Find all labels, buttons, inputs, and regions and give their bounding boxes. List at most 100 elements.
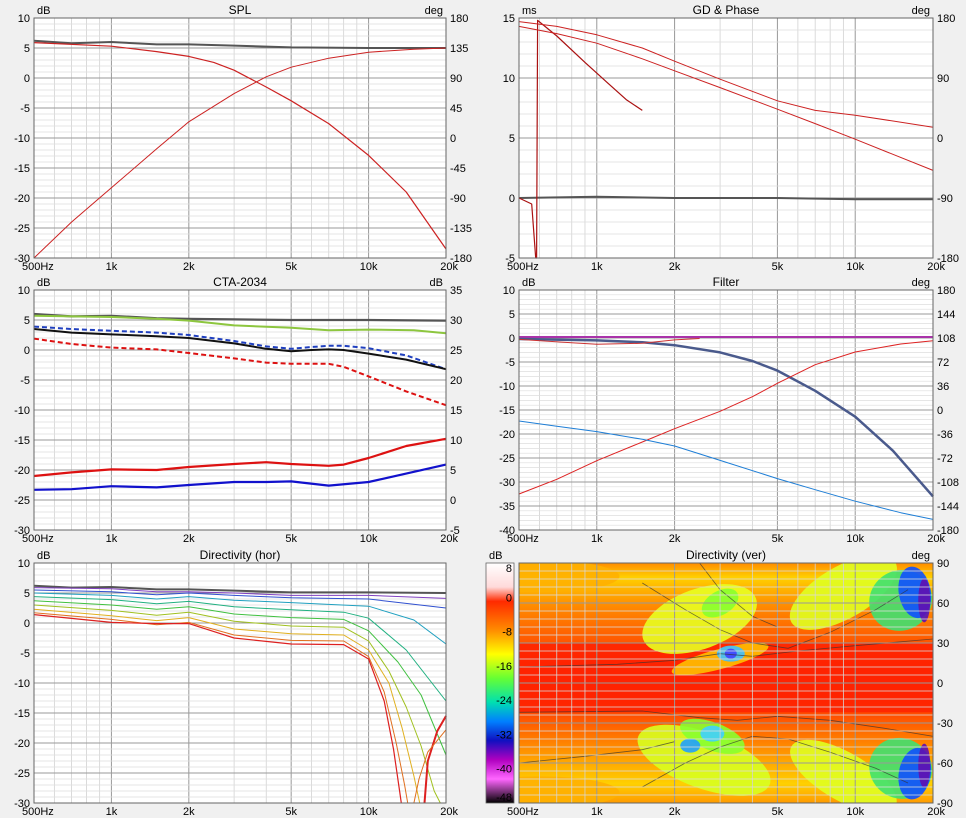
colorbar-tick-label: -16 — [496, 661, 512, 673]
heat-contour — [519, 638, 933, 668]
y2-tick-label: -36 — [937, 429, 953, 441]
x-tick-label: 500Hz — [22, 806, 54, 818]
y2-tick-label: -45 — [450, 163, 466, 175]
y-tick-label: 10 — [503, 73, 515, 85]
y2-tick-label: 30 — [937, 638, 949, 650]
y2-tick-label: 0 — [937, 133, 943, 145]
y-tick-label: -30 — [14, 253, 30, 265]
y-tick-label: -5 — [20, 103, 30, 115]
x-tick-label: 5k — [772, 533, 784, 545]
y2-tick-label: 90 — [450, 73, 462, 85]
y2-tick-label: 10 — [450, 435, 462, 447]
y2-tick-label: 0 — [937, 405, 943, 417]
y2-tick-label: -60 — [937, 758, 953, 770]
y-tick-label: -30 — [499, 477, 515, 489]
series-line-1 — [518, 337, 934, 498]
y-tick-label: 0 — [509, 333, 515, 345]
x-tick-label: 1k — [591, 533, 603, 545]
y2-tick-label: -180 — [937, 253, 959, 265]
y-tick-label: -40 — [499, 525, 515, 537]
y2-tick-label: 35 — [450, 285, 462, 297]
series-line-4 — [33, 337, 447, 407]
y2-tick-label: 5 — [450, 465, 456, 477]
x-tick-label: 20k — [927, 806, 945, 818]
y-tick-label: 0 — [24, 345, 30, 357]
y-tick-label: -20 — [14, 193, 30, 205]
y-tick-label: -25 — [14, 768, 30, 780]
left-unit-label: ms — [522, 5, 537, 17]
colorbar-tick-label: -48 — [496, 792, 512, 804]
x-tick-label: 20k — [440, 533, 458, 545]
y-tick-label: -20 — [14, 738, 30, 750]
series-line-3 — [518, 25, 934, 171]
grid — [518, 562, 934, 804]
chart-cta: CTA-2034 dB dB 10 5 0 -5 -10 -15 -20 -25 -30 35 30 25 2… — [14, 275, 462, 545]
heat-contour — [642, 582, 909, 649]
y-tick-label: -10 — [499, 381, 515, 393]
y-tick-label: -35 — [499, 501, 515, 513]
colorbar-tick-label: 0 — [506, 592, 512, 604]
y2-tick-label: -108 — [937, 477, 959, 489]
y2-tick-label: 180 — [450, 13, 468, 25]
series-line-2 — [33, 47, 447, 259]
x-tick-label: 10k — [360, 806, 378, 818]
x-tick-label: 20k — [440, 806, 458, 818]
x-tick-label: 10k — [360, 261, 378, 273]
x-tick-label: 2k — [669, 806, 681, 818]
colorbar-tick-label: -40 — [496, 764, 512, 776]
series-line-1 — [33, 42, 447, 250]
x-tick-label: 2k — [669, 533, 681, 545]
y-tick-label: 0 — [24, 73, 30, 85]
heat-null-bottom-2 — [680, 738, 701, 753]
plot-frame — [33, 289, 447, 531]
x-tick-label: 1k — [106, 261, 118, 273]
series-line-1 — [518, 19, 643, 259]
grid — [518, 17, 934, 259]
y2-tick-label: 45 — [450, 103, 462, 115]
y2-tick-label: 60 — [937, 598, 949, 610]
x-tick-label: 20k — [440, 261, 458, 273]
y2-tick-label: 30 — [450, 315, 462, 327]
y-tick-label: -30 — [14, 798, 30, 810]
y-tick-label: -10 — [14, 678, 30, 690]
y-tick-label: -15 — [499, 405, 515, 417]
x-tick-label: 2k — [183, 261, 195, 273]
left-unit-label: dB — [37, 550, 50, 562]
series-line-0 — [33, 39, 446, 49]
y2-tick-label: -180 — [450, 253, 472, 265]
series-line-6 — [33, 463, 447, 491]
y2-tick-label: 180 — [937, 285, 955, 297]
y2-tick-label: -180 — [937, 525, 959, 537]
y-tick-label: 10 — [18, 13, 30, 25]
heat-contour — [519, 741, 675, 764]
series-line-11 — [413, 729, 447, 804]
chart-filter: Filter dB deg 10 5 0 -5 -10 -15 -20 -25 -30 -35 -40 18… — [499, 275, 959, 545]
y2-tick-label: -90 — [450, 193, 466, 205]
series-line-0 — [33, 584, 447, 594]
x-tick-label: 5k — [285, 806, 297, 818]
chart-title: CTA-2034 — [213, 275, 267, 289]
y-tick-label: -10 — [14, 405, 30, 417]
y-tick-label: -15 — [14, 163, 30, 175]
y-tick-label: 10 — [503, 285, 515, 297]
series-line-6 — [33, 604, 441, 804]
y-tick-label: -20 — [499, 429, 515, 441]
series-line-1 — [33, 314, 447, 335]
x-tick-label: 500Hz — [22, 533, 54, 545]
y-tick-label: -25 — [14, 495, 30, 507]
colorbar-tick-label: -32 — [496, 729, 512, 741]
x-tick-label: 2k — [669, 261, 681, 273]
plot-frame — [518, 17, 934, 259]
colorbar — [485, 562, 515, 804]
y2-tick-label: 36 — [937, 381, 949, 393]
right-unit-label: dB — [430, 277, 443, 289]
heat-edge-top — [519, 563, 620, 593]
x-tick-label: 5k — [285, 533, 297, 545]
y2-tick-label: -5 — [450, 525, 460, 537]
x-tick-label: 500Hz — [507, 806, 539, 818]
y2-tick-label: -72 — [937, 453, 953, 465]
left-unit-label: dB — [37, 277, 50, 289]
left-unit-label: dB — [37, 5, 50, 17]
